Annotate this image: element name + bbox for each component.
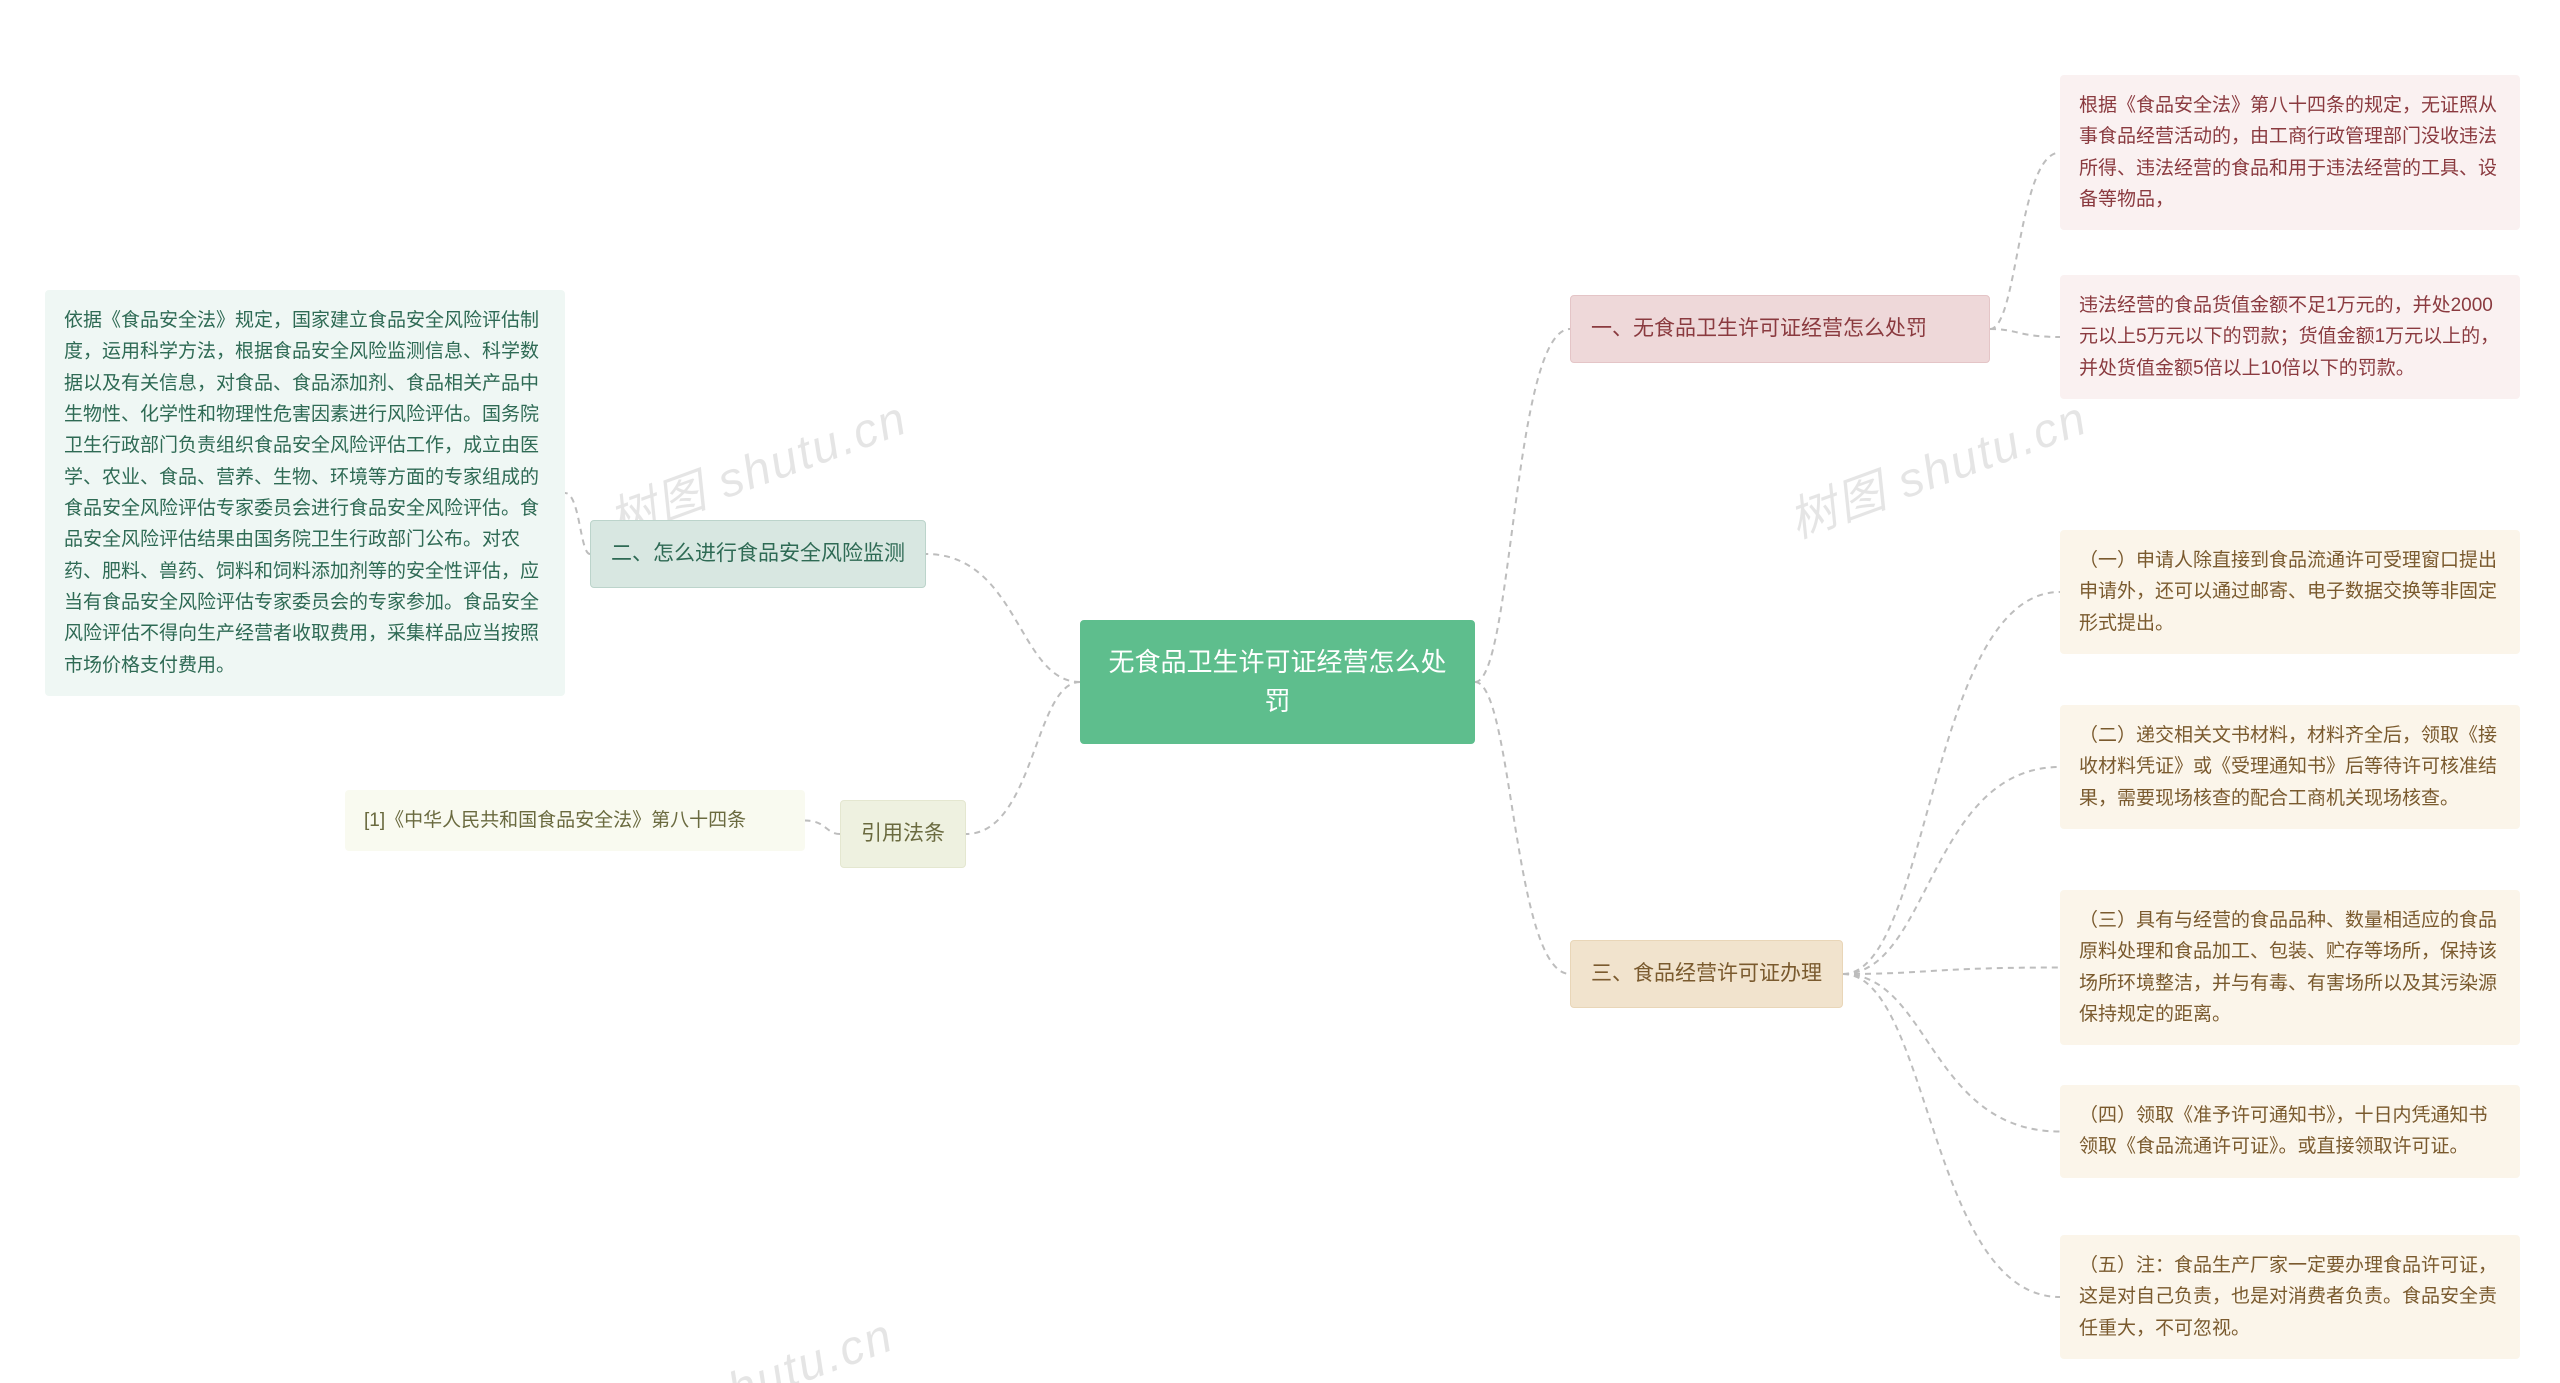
leaf-node: （五）注：食品生产厂家一定要办理食品许可证，这是对自己负责，也是对消费者负责。食… <box>2060 1235 2520 1359</box>
leaf-node: 违法经营的食品货值金额不足1万元的，并处2000元以上5万元以下的罚款；货值金额… <box>2060 275 2520 399</box>
leaf-node: （二）递交相关文书材料，材料齐全后，领取《接收材料凭证》或《受理通知书》后等待许… <box>2060 705 2520 829</box>
watermark: 树图 shutu.cn <box>1777 379 2095 552</box>
branch-node-penalty[interactable]: 一、无食品卫生许可证经营怎么处罚 <box>1570 295 1990 363</box>
mindmap-center-node[interactable]: 无食品卫生许可证经营怎么处罚 <box>1080 620 1475 744</box>
leaf-node: （三）具有与经营的食品品种、数量相适应的食品原料处理和食品加工、包装、贮存等场所… <box>2060 890 2520 1045</box>
leaf-node: （四）领取《准予许可通知书》，十日内凭通知书领取《食品流通许可证》。或直接领取许… <box>2060 1085 2520 1178</box>
leaf-node: （一）申请人除直接到食品流通许可受理窗口提出申请外，还可以通过邮寄、电子数据交换… <box>2060 530 2520 654</box>
leaf-node: 依据《食品安全法》规定，国家建立食品安全风险评估制度，运用科学方法，根据食品安全… <box>45 290 565 696</box>
branch-node-risk-monitoring[interactable]: 二、怎么进行食品安全风险监测 <box>590 520 926 588</box>
branch-node-license-apply[interactable]: 三、食品经营许可证办理 <box>1570 940 1843 1008</box>
leaf-node: 根据《食品安全法》第八十四条的规定，无证照从事食品经营活动的，由工商行政管理部门… <box>2060 75 2520 230</box>
watermark: shutu.cn <box>697 1308 901 1383</box>
branch-node-references[interactable]: 引用法条 <box>840 800 966 868</box>
leaf-node: [1]《中华人民共和国食品安全法》第八十四条 <box>345 790 805 851</box>
